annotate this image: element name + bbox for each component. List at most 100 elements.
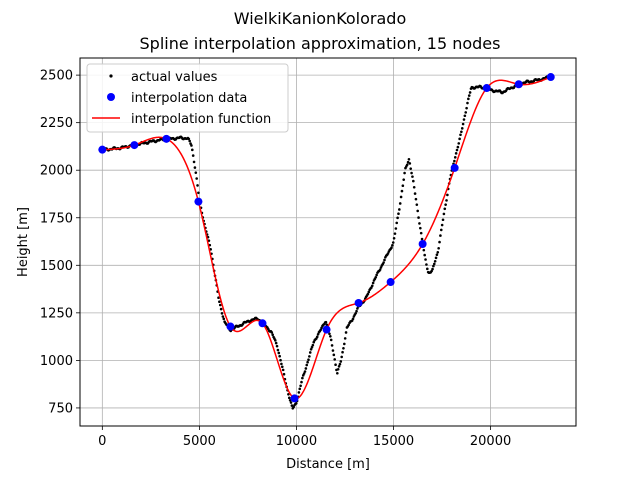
interpolation-data-point	[98, 145, 107, 154]
actual-value-point	[382, 261, 385, 264]
y-tick-label: 1750	[40, 211, 73, 226]
actual-value-point	[391, 244, 394, 247]
interpolation-data-point	[482, 84, 491, 93]
actual-value-point	[302, 372, 306, 375]
interpolation-data-point	[418, 240, 427, 248]
actual-value-point	[415, 203, 419, 206]
actual-value-point	[281, 368, 285, 372]
actual-value-point	[312, 340, 316, 344]
actual-value-point	[325, 323, 329, 327]
actual-value-point	[366, 292, 370, 296]
actual-value-point	[319, 328, 323, 332]
actual-value-point	[338, 362, 342, 366]
actual-value-point	[434, 256, 438, 260]
actual-value-point	[460, 130, 463, 134]
actual-value-point	[383, 258, 386, 262]
actual-value-point	[328, 332, 331, 336]
actual-value-point	[331, 349, 335, 352]
actual-value-point	[337, 365, 341, 368]
actual-value-point	[355, 309, 358, 313]
x-axis-label: Distance [m]	[286, 457, 370, 472]
actual-value-point	[411, 175, 414, 178]
actual-value-point	[305, 363, 309, 367]
actual-value-point	[462, 118, 466, 121]
actual-value-point	[374, 275, 378, 279]
actual-value-point	[279, 358, 282, 362]
actual-value-point	[426, 267, 429, 271]
actual-value-point	[356, 307, 359, 310]
actual-value-point	[329, 334, 332, 338]
actual-value-point	[371, 281, 375, 285]
actual-value-point	[392, 237, 396, 240]
actual-value-point	[461, 122, 465, 126]
actual-value-point	[446, 193, 449, 197]
actual-value-point	[280, 362, 283, 366]
actual-value-point	[297, 391, 301, 394]
x-axis: 0 5000 10000 15000 20000	[98, 426, 511, 449]
interpolation-data-point	[514, 80, 523, 89]
actual-value-point	[444, 203, 447, 206]
y-tick-label: 1500	[40, 259, 73, 274]
actual-value-point	[432, 264, 435, 268]
actual-value-point	[407, 157, 411, 161]
actual-value-point	[218, 303, 222, 307]
x-tick-label: 5000	[183, 434, 216, 449]
actual-value-point	[393, 232, 397, 235]
actual-value-point	[341, 350, 344, 354]
actual-value-point	[419, 231, 423, 235]
actual-value-point	[454, 152, 458, 155]
actual-value-point	[278, 354, 281, 358]
actual-value-point	[460, 127, 464, 130]
x-tick-label: 15000	[373, 434, 414, 449]
actual-value-point	[431, 267, 434, 271]
actual-value-point	[301, 376, 304, 380]
y-tick-label: 2250	[40, 116, 73, 131]
actual-value-point	[270, 331, 274, 334]
actual-value-point	[418, 222, 421, 225]
actual-value-point	[402, 178, 406, 181]
actual-value-point	[351, 317, 355, 321]
actual-value-point	[287, 396, 291, 400]
actual-value-point	[419, 226, 422, 230]
actual-value-point	[370, 284, 374, 288]
legend-frame	[86, 63, 289, 133]
actual-value-point	[194, 171, 198, 174]
actual-value-point	[390, 246, 393, 250]
interpolation-data-point	[386, 278, 395, 287]
actual-value-point	[391, 241, 395, 244]
actual-value-point	[315, 335, 319, 339]
legend-actual-values-marker	[109, 74, 113, 78]
actual-value-point	[192, 160, 196, 164]
actual-value-point	[221, 315, 225, 318]
actual-value-point	[304, 367, 308, 370]
interpolation-data-point	[354, 298, 363, 307]
actual-value-point	[405, 163, 409, 167]
actual-value-point	[430, 269, 433, 273]
actual-value-point	[409, 167, 413, 170]
y-tick-label: 750	[48, 401, 73, 416]
actual-value-point	[329, 338, 333, 342]
y-axis-label: Height [m]	[16, 207, 31, 277]
actual-value-point	[463, 114, 467, 118]
actual-value-point	[197, 191, 200, 195]
actual-value-point	[309, 347, 313, 351]
actual-value-point	[354, 311, 357, 315]
actual-value-point	[275, 344, 279, 348]
actual-value-point	[414, 197, 418, 201]
actual-value-point	[222, 317, 226, 321]
actual-value-point	[453, 156, 457, 159]
actual-value-point	[468, 91, 472, 94]
actual-value-point	[316, 332, 320, 336]
actual-value-point	[287, 392, 290, 396]
actual-value-point	[455, 148, 459, 152]
actual-value-point	[457, 142, 461, 145]
actual-value-point	[432, 262, 436, 266]
actual-value-point	[400, 189, 404, 193]
actual-value-point	[438, 240, 441, 244]
actual-value-point	[289, 401, 293, 404]
legend: actual values interpolation data interpo…	[86, 63, 289, 133]
actual-value-point	[191, 148, 194, 152]
actual-value-point	[453, 159, 456, 163]
actual-value-point	[320, 326, 323, 330]
x-tick-label: 20000	[470, 434, 511, 449]
